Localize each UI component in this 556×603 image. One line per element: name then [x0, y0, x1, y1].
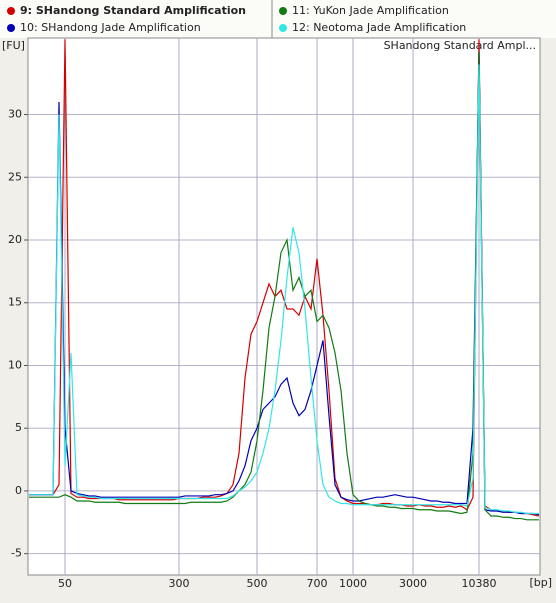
line [29, 51, 540, 516]
line [29, 64, 539, 515]
y-tick-label: 0 [15, 484, 22, 497]
legend-label: 9: SHandong Standard Amplification [20, 4, 246, 17]
y-axis-label: [FU] [2, 39, 25, 52]
y-tick-label: 15 [8, 296, 22, 309]
x-tick-label: 1000 [339, 577, 367, 590]
y-tick-label: 5 [15, 421, 22, 434]
legend-label: 10: SHandong Jade Amplification [20, 21, 201, 34]
legend-marker [7, 7, 15, 15]
legend-marker [7, 24, 15, 32]
annotation: SHandong Standard Ampl... [384, 39, 536, 52]
y-tick-label: 10 [8, 358, 22, 371]
line [29, 51, 539, 521]
series-group [29, 51, 539, 521]
legend-marker [279, 24, 287, 32]
x-axis-label: [bp] [529, 576, 552, 589]
x-tick-label: 700 [307, 577, 328, 590]
x-tick-label: 500 [247, 577, 268, 590]
legend-label: 12: Neotoma Jade Amplification [292, 21, 466, 34]
series-group [29, 51, 540, 516]
legend-marker [279, 7, 287, 15]
x-tick-label: 50 [58, 577, 72, 590]
x-tick-label: 10380 [462, 577, 497, 590]
legend-label: 11: YuKon Jade Amplification [292, 4, 449, 17]
grid [28, 38, 540, 575]
x-tick-label: 300 [169, 577, 190, 590]
y-tick-label: 25 [8, 170, 22, 183]
y-tick-label: 20 [8, 233, 22, 246]
legend-area [0, 0, 556, 38]
series-group [29, 64, 539, 515]
x-tick-label: 3000 [399, 577, 427, 590]
y-tick-label: 30 [8, 108, 22, 121]
y-tick-label: -5 [11, 547, 22, 560]
